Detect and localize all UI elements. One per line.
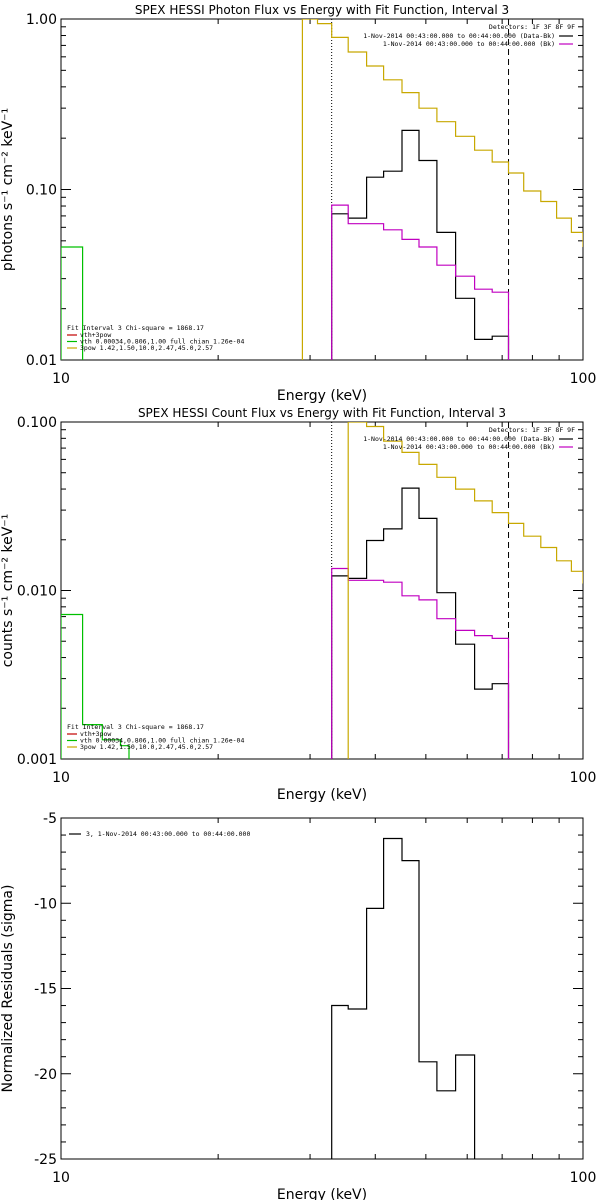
series-line-2: [331, 567, 510, 759]
x-tick-label: 100: [570, 371, 597, 387]
series-line-4: [61, 246, 84, 360]
y-tick-label: -10: [34, 896, 57, 912]
series-line-1: [331, 487, 510, 759]
chart-panel-3: 10 100 -25 -20 -15 -10 -5 Energy (keV) Normalize…: [0, 811, 596, 1200]
legend-item-text: 1-Nov-2014 00:43:00.000 to 00:44:00.000 …: [383, 443, 555, 451]
x-tick-label: 10: [52, 770, 70, 786]
x-axis-label: Energy (keV): [277, 388, 367, 404]
fit-legend-item-text: 3pow 1.42,1.50,10.0,2.47,45.0,2.57: [80, 743, 213, 751]
legend-item-text: 1-Nov-2014 00:43:00.000 to 00:44:00.000 …: [383, 40, 555, 48]
series-group: [331, 837, 476, 1159]
y-tick-label: -25: [34, 1152, 57, 1168]
fit-legend-item-text: vth+3pow: [80, 331, 111, 339]
series-line-3: [347, 422, 583, 759]
series-line-3: [301, 19, 583, 360]
plot-frame: [60, 18, 584, 361]
y-tick-label: 1.00: [26, 12, 57, 28]
y-tick-label: 0.100: [17, 415, 57, 431]
y-axis-label: photons s⁻¹ cm⁻² keV⁻¹: [0, 108, 16, 271]
fit-legend-header: Fit Interval 3 Chi-square = 1868.17: [67, 324, 204, 332]
x-tick-label: 100: [570, 770, 597, 786]
fit-legend-item-text: vth 0.00034,0.806,1.00 full chian 1.26e-…: [80, 737, 244, 745]
fit-legend-item-text: 3pow 1.42,1.50,10.0,2.47,45.0,2.57: [80, 344, 213, 352]
legend-item-text: 1-Nov-2014 00:43:00.000 to 00:44:00.000 …: [363, 435, 555, 443]
y-axis-label: counts s⁻¹ cm⁻² keV⁻¹: [0, 514, 16, 668]
fit-legend-item-text: vth+3pow: [80, 730, 111, 738]
chart-panel-2: SPEX HESSI Count Flux vs Energy with Fit…: [0, 406, 596, 803]
y-axis-label: Normalized Residuals (sigma): [0, 885, 16, 1093]
y-tick-label: -20: [34, 1067, 57, 1083]
series-line-2: [331, 204, 510, 360]
y-tick-label: 0.10: [26, 183, 57, 199]
series-line-4: [61, 613, 130, 759]
x-axis-label: Energy (keV): [277, 1187, 367, 1200]
y-tick-label: -5: [43, 811, 57, 827]
series-group: [61, 19, 583, 360]
legend-item-text: 1-Nov-2014 00:43:00.000 to 00:44:00.000 …: [363, 32, 555, 40]
series-line-1: [331, 129, 510, 360]
fit-legend-item-text: vth 0.00034,0.806,1.00 full chian 1.26e-…: [80, 338, 244, 346]
series-group: [61, 422, 583, 759]
y-tick-label: 0.01: [26, 353, 57, 369]
x-axis-label: Energy (keV): [277, 787, 367, 803]
x-tick-label: 100: [570, 1170, 597, 1186]
legend-header: Detectors: 1F 3F 8F 9F: [489, 426, 575, 434]
y-tick-label: 0.001: [17, 752, 57, 768]
y-tick-label: -15: [34, 982, 57, 998]
chart-title: SPEX HESSI Photon Flux vs Energy with Fi…: [135, 3, 509, 17]
x-tick-label: 10: [52, 371, 70, 387]
plot-frame: [60, 421, 584, 760]
series-line-1: [331, 837, 476, 1159]
chart-panel-1: SPEX HESSI Photon Flux vs Energy with Fi…: [0, 3, 596, 404]
y-tick-label: 0.010: [17, 584, 57, 600]
fit-legend-header: Fit Interval 3 Chi-square = 1868.17: [67, 723, 204, 731]
residual-legend-text: 3, 1-Nov-2014 00:43:00.000 to 00:44:00.0…: [86, 830, 250, 838]
plot-frame: [60, 817, 584, 1160]
x-tick-label: 10: [52, 1170, 70, 1186]
legend-header: Detectors: 1F 3F 8F 9F: [489, 23, 575, 31]
chart-title: SPEX HESSI Count Flux vs Energy with Fit…: [138, 406, 506, 420]
